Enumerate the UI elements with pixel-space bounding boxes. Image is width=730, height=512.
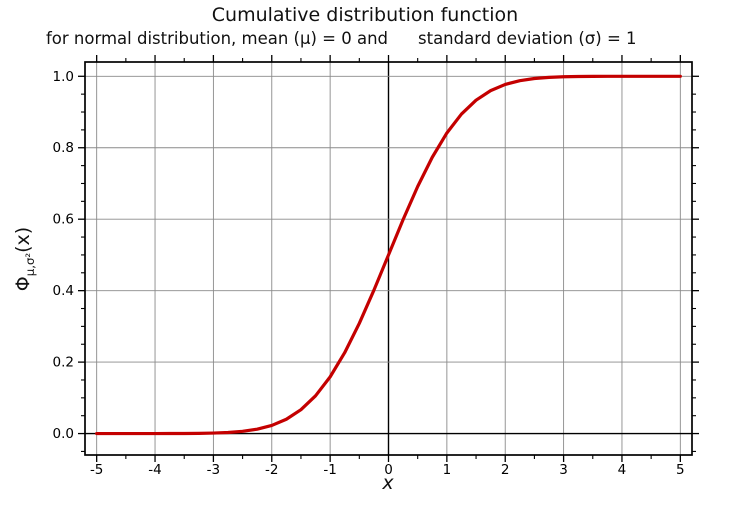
svg-text:-5: -5 [90, 462, 103, 478]
svg-text:2: 2 [501, 462, 510, 478]
svg-text:1.0: 1.0 [53, 69, 74, 85]
svg-text:1: 1 [443, 462, 452, 478]
x-axis-label: x [382, 472, 394, 494]
chart-subtitle-left: for normal distribution, mean (μ) = 0 an… [46, 29, 389, 48]
svg-text:0.0: 0.0 [53, 426, 74, 442]
svg-text:0.6: 0.6 [53, 212, 74, 228]
y-axis-label-subscript: μ,σ² [22, 252, 37, 277]
cdf-curve [95, 74, 682, 436]
svg-text:4: 4 [618, 462, 627, 478]
svg-text:-1: -1 [323, 462, 336, 478]
y-axis-label-main: Φ [12, 276, 34, 292]
svg-text:0.4: 0.4 [53, 283, 74, 299]
svg-text:0: 0 [384, 462, 393, 478]
svg-text:0.8: 0.8 [53, 140, 74, 156]
svg-text:0.2: 0.2 [53, 355, 74, 371]
svg-text:-2: -2 [265, 462, 278, 478]
y-axis-label: Φμ,σ²(x) [12, 159, 38, 359]
svg-text:5: 5 [676, 462, 685, 478]
chart-title: Cumulative distribution function [211, 4, 519, 26]
svg-text:3: 3 [559, 462, 568, 478]
svg-text:-3: -3 [207, 462, 220, 478]
chart-subtitle: for normal distribution, mean (μ) = 0 an… [0, 29, 730, 51]
chart-subtitle-right: standard deviation (σ) = 1 [418, 29, 637, 48]
y-axis-label-tail: (x) [12, 226, 34, 253]
svg-text:-4: -4 [148, 462, 161, 478]
